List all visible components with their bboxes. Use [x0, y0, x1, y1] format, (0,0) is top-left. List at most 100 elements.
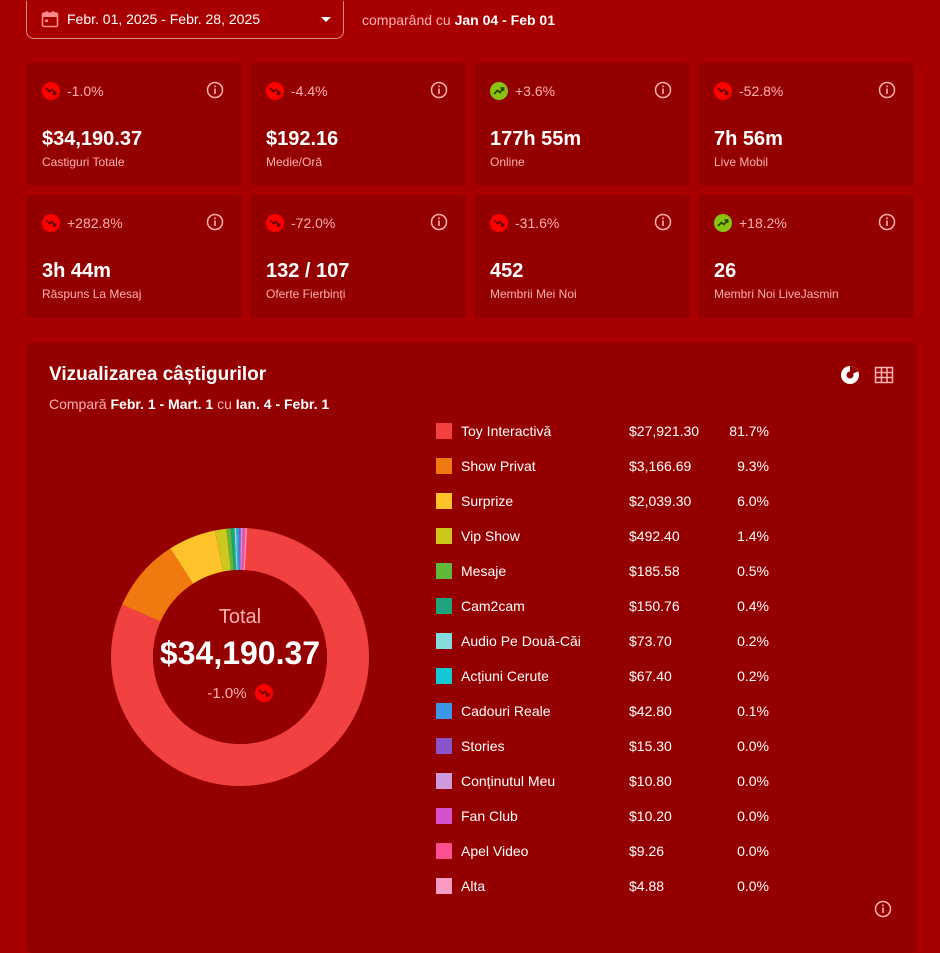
legend-amount: $42.80: [629, 702, 672, 719]
stat-value: 132 / 107: [266, 260, 350, 282]
trend-change: +18.2%: [739, 215, 787, 231]
trend-change: -52.8%: [739, 83, 784, 99]
info-icon[interactable]: [878, 81, 896, 99]
info-icon[interactable]: [430, 81, 448, 99]
donut-slice[interactable]: [240, 528, 243, 571]
total-change: -1.0%: [207, 684, 273, 702]
legend-amount: $10.80: [629, 772, 672, 789]
trend-indicator: -52.8%: [714, 82, 783, 100]
legend-swatch: [436, 702, 452, 719]
legend-item: Toy Interactivă $27,921.30 81.7%: [436, 413, 796, 448]
donut-slice[interactable]: [230, 528, 237, 571]
compare-range: Jan 04 - Feb 01: [454, 12, 555, 28]
legend-amount: $4.88: [629, 877, 665, 894]
trend-indicator: -4.4%: [266, 82, 328, 100]
legend-percent: 0.0%: [737, 807, 769, 824]
legend-item: Cam2cam $150.76 0.4%: [436, 588, 796, 623]
info-icon[interactable]: [874, 900, 892, 918]
legend-percent: 9.3%: [737, 457, 769, 474]
table-icon[interactable]: [874, 365, 894, 385]
trend-indicator: -31.6%: [490, 214, 559, 232]
panel-title: Vizualizarea câștigurilor: [49, 364, 267, 385]
legend-label: Cadouri Reale: [461, 702, 551, 719]
legend-item: Surprize $2,039.30 6.0%: [436, 483, 796, 518]
donut-hole: [153, 570, 327, 744]
info-icon[interactable]: [206, 81, 224, 99]
legend-amount: $9.26: [629, 842, 665, 859]
legend-label: Fan Club: [461, 807, 518, 824]
legend-percent: 81.7%: [729, 422, 769, 439]
legend-item: Conținutul Meu $10.80 0.0%: [436, 763, 796, 798]
stat-label: Oferte Fierbinți: [266, 287, 346, 301]
info-icon[interactable]: [206, 213, 224, 231]
legend-label: Conținutul Meu: [461, 772, 556, 789]
legend-percent: 0.0%: [737, 737, 769, 754]
legend-swatch: [436, 737, 452, 754]
trend-down-icon: [42, 214, 60, 232]
legend-amount: $3,166.69: [629, 457, 692, 474]
chevron-down-icon: [321, 16, 331, 22]
stat-label: Castiguri Totale: [42, 155, 125, 169]
trend-change: +3.6%: [515, 83, 556, 99]
stat-label: Online: [490, 155, 525, 169]
donut-slice[interactable]: [241, 528, 244, 571]
donut-slice[interactable]: [170, 530, 224, 584]
trend-down-icon: [266, 82, 284, 100]
earnings-legend: Toy Interactivă $27,921.30 81.7% Show Priva…: [436, 413, 796, 903]
legend-percent: 0.0%: [737, 842, 769, 859]
legend-swatch: [436, 667, 452, 684]
legend-item: Cadouri Reale $42.80 0.1%: [436, 693, 796, 728]
trend-change: -1.0%: [67, 83, 104, 99]
trend-down-icon: [42, 82, 60, 100]
donut-slice[interactable]: [234, 528, 238, 571]
info-icon[interactable]: [654, 81, 672, 99]
trend-up-icon: [490, 82, 508, 100]
info-icon[interactable]: [654, 213, 672, 231]
legend-label: Audio Pe Două-Căi: [461, 632, 581, 649]
legend-amount: $27,921.30: [629, 422, 700, 439]
trend-change: +282.8%: [67, 215, 123, 231]
donut-slice[interactable]: [214, 528, 231, 572]
stat-card: -72.0% 132 / 107 Oferte Fierbinți: [250, 195, 466, 318]
legend-swatch: [436, 632, 452, 649]
donut-slice[interactable]: [243, 528, 248, 571]
info-icon[interactable]: [878, 213, 896, 231]
trend-up-icon: [714, 214, 732, 232]
donut-slice[interactable]: [110, 528, 370, 786]
legend-label: Stories: [461, 737, 505, 754]
legend-swatch: [436, 492, 452, 509]
donut-slice[interactable]: [226, 528, 234, 571]
stat-card: -1.0% $34,190.37 Castiguri Totale: [26, 63, 242, 186]
legend-label: Surprize: [461, 492, 514, 509]
stat-card: +18.2% 26 Membri Noi LiveJasmin: [698, 195, 914, 318]
stat-value: $192.16: [266, 128, 339, 150]
trend-down-icon: [714, 82, 732, 100]
legend-amount: $185.58: [629, 562, 680, 579]
legend-item: Vip Show $492.40 1.4%: [436, 518, 796, 553]
donut-center: Total $34,190.37 -1.0%: [110, 527, 370, 787]
earnings-panel: Vizualizarea câștigurilor Compară Febr. …: [26, 343, 916, 953]
legend-swatch: [436, 457, 452, 474]
trend-indicator: -72.0%: [266, 214, 335, 232]
total-change-value: -1.0%: [207, 684, 247, 702]
stat-card: -52.8% 7h 56m Live Mobil: [698, 63, 914, 186]
with-word: cu: [217, 396, 232, 412]
legend-item: Apel Video $9.26 0.0%: [436, 833, 796, 868]
trend-down-icon: [490, 214, 508, 232]
legend-swatch: [436, 562, 452, 579]
trend-down-icon: [266, 214, 284, 232]
donut-slice[interactable]: [242, 528, 246, 571]
stat-value: $34,190.37: [42, 128, 143, 150]
date-range-text: Febr. 01, 2025 - Febr. 28, 2025: [67, 11, 261, 27]
legend-label: Vip Show: [461, 527, 520, 544]
donut-slice[interactable]: [239, 528, 241, 571]
panel-subtitle: Compară Febr. 1 - Mart. 1 cu Ian. 4 - Fe…: [49, 396, 329, 412]
date-range-picker[interactable]: Febr. 01, 2025 - Febr. 28, 2025: [26, 0, 344, 39]
legend-label: Cam2cam: [461, 597, 525, 614]
info-icon[interactable]: [430, 213, 448, 231]
donut-slice[interactable]: [237, 528, 240, 571]
pie-chart-icon[interactable]: [840, 365, 860, 385]
donut-slice[interactable]: [122, 548, 194, 622]
legend-amount: $2,039.30: [629, 492, 692, 509]
donut-slice[interactable]: [236, 528, 239, 571]
